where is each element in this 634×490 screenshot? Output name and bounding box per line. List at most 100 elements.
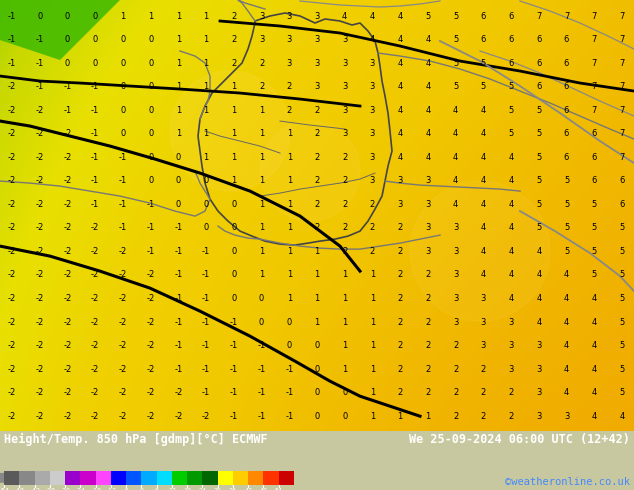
Text: -1: -1 — [36, 82, 44, 91]
Text: 0: 0 — [176, 153, 181, 162]
Text: 4: 4 — [398, 129, 403, 138]
Text: 3: 3 — [453, 318, 458, 326]
Text: 3: 3 — [370, 106, 375, 115]
Text: -2: -2 — [91, 270, 100, 279]
Text: 2: 2 — [398, 365, 403, 373]
Text: -1: -1 — [174, 318, 183, 326]
Text: 0: 0 — [148, 35, 153, 44]
Text: 4: 4 — [564, 341, 569, 350]
Text: 1: 1 — [370, 412, 375, 421]
Text: 1: 1 — [176, 35, 181, 44]
Text: 7: 7 — [592, 11, 597, 21]
Text: 4: 4 — [425, 82, 430, 91]
Text: 7: 7 — [619, 35, 624, 44]
Text: 3: 3 — [342, 129, 347, 138]
Text: -1: -1 — [119, 200, 127, 209]
Text: 3: 3 — [314, 82, 320, 91]
Text: 4: 4 — [453, 129, 458, 138]
Text: -2: -2 — [91, 365, 100, 373]
Text: 0: 0 — [65, 35, 70, 44]
Text: -2: -2 — [36, 223, 44, 232]
Text: 6: 6 — [508, 11, 514, 21]
Text: 1: 1 — [204, 153, 209, 162]
Bar — [217, 471, 233, 485]
Text: 0: 0 — [204, 200, 209, 209]
Text: 2: 2 — [370, 223, 375, 232]
Text: -12: -12 — [105, 488, 117, 490]
Text: -2: -2 — [63, 200, 72, 209]
Text: 2: 2 — [398, 341, 403, 350]
Text: 4: 4 — [592, 318, 597, 326]
Text: -42: -42 — [29, 488, 41, 490]
Text: 24: 24 — [198, 488, 207, 490]
Text: 1: 1 — [231, 176, 236, 185]
Text: 1: 1 — [370, 294, 375, 303]
Text: 0: 0 — [342, 388, 347, 397]
Text: 0: 0 — [148, 59, 153, 68]
Text: 2: 2 — [398, 294, 403, 303]
Text: -1: -1 — [285, 412, 294, 421]
Text: 5: 5 — [453, 59, 458, 68]
Text: 2: 2 — [287, 106, 292, 115]
Text: 6: 6 — [564, 106, 569, 115]
Text: 1: 1 — [176, 129, 181, 138]
Text: -38: -38 — [44, 488, 56, 490]
Text: 1: 1 — [342, 270, 347, 279]
Text: 0: 0 — [204, 176, 209, 185]
Text: 5: 5 — [619, 270, 624, 279]
Text: 5: 5 — [619, 341, 624, 350]
Text: -1: -1 — [174, 341, 183, 350]
Text: -2: -2 — [146, 341, 155, 350]
Text: 5: 5 — [592, 247, 597, 256]
Text: 6: 6 — [592, 153, 597, 162]
Text: -1: -1 — [230, 365, 238, 373]
Text: 5: 5 — [481, 59, 486, 68]
Text: 1: 1 — [287, 270, 292, 279]
Text: 4: 4 — [453, 176, 458, 185]
Text: 1: 1 — [287, 247, 292, 256]
Text: 0: 0 — [120, 35, 126, 44]
Text: 1: 1 — [370, 341, 375, 350]
Text: -1: -1 — [91, 106, 100, 115]
Text: 7: 7 — [592, 82, 597, 91]
Text: 4: 4 — [481, 270, 486, 279]
Text: 0: 0 — [259, 294, 264, 303]
Text: 36: 36 — [229, 488, 237, 490]
Text: 5: 5 — [619, 318, 624, 326]
Text: 3: 3 — [453, 247, 458, 256]
Text: 0: 0 — [120, 82, 126, 91]
Text: -1: -1 — [202, 247, 210, 256]
Text: 1: 1 — [259, 247, 264, 256]
Bar — [96, 471, 111, 485]
Text: 3: 3 — [536, 412, 541, 421]
Text: -1: -1 — [36, 59, 44, 68]
Text: 3: 3 — [425, 247, 430, 256]
Text: -2: -2 — [119, 294, 127, 303]
Text: -2: -2 — [146, 270, 155, 279]
Text: -2: -2 — [36, 318, 44, 326]
Text: 7: 7 — [619, 82, 624, 91]
Text: -2: -2 — [119, 365, 127, 373]
Text: -1: -1 — [202, 341, 210, 350]
Text: -1: -1 — [8, 35, 16, 44]
Text: 5: 5 — [536, 200, 541, 209]
Text: 0: 0 — [93, 11, 98, 21]
Text: 5: 5 — [619, 247, 624, 256]
Text: 2: 2 — [398, 318, 403, 326]
Text: -2: -2 — [36, 200, 44, 209]
Text: -1: -1 — [174, 223, 183, 232]
Text: 6: 6 — [564, 129, 569, 138]
Text: 3: 3 — [342, 82, 347, 91]
Text: -1: -1 — [146, 200, 155, 209]
Text: -2: -2 — [8, 247, 16, 256]
Text: -1: -1 — [146, 247, 155, 256]
Text: 1: 1 — [204, 35, 209, 44]
Text: 0: 0 — [65, 59, 70, 68]
Text: 4: 4 — [481, 247, 486, 256]
Text: -1: -1 — [36, 35, 44, 44]
Text: 1: 1 — [176, 59, 181, 68]
Text: 2: 2 — [398, 223, 403, 232]
Text: -1: -1 — [174, 294, 183, 303]
Text: 4: 4 — [398, 106, 403, 115]
Text: 7: 7 — [619, 11, 624, 21]
